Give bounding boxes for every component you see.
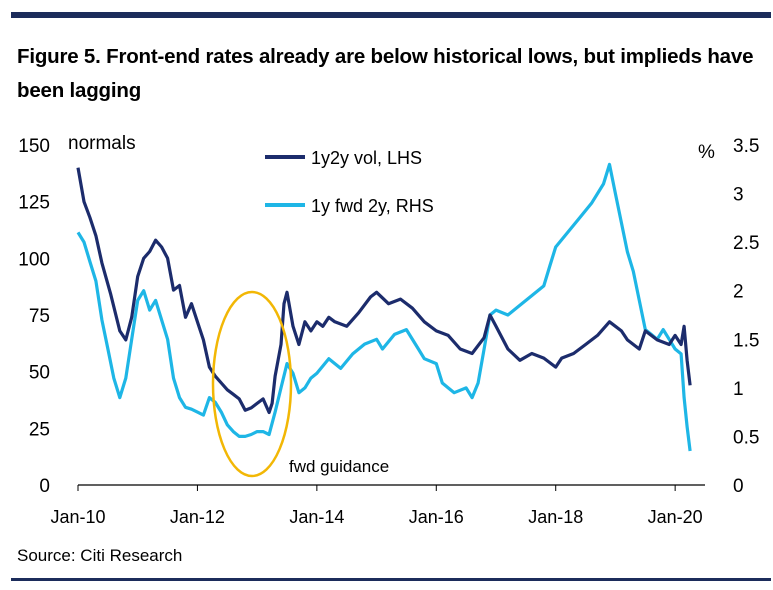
right-tick-label: 2.5: [733, 233, 759, 254]
series-line-fwd: [76, 162, 692, 452]
chart-axes: 0 25 50 75 100 125 150 0 0.5 1 1.5 2 2.5 3 3.5 Jan-10 Ja…: [18, 136, 759, 527]
left-tick-label: 50: [29, 363, 50, 384]
series-line-vol: [76, 167, 692, 415]
left-tick-label: 0: [39, 476, 50, 497]
right-tick-label: 3.5: [733, 136, 759, 157]
bottom-rule: [11, 578, 771, 581]
left-tick-label: 25: [29, 419, 50, 440]
right-axis-unit-label: %: [698, 142, 715, 163]
right-tick-label: 1: [733, 379, 744, 400]
left-axis-unit-label: normals: [68, 133, 136, 154]
series-layer: [76, 162, 692, 452]
x-tick-label: Jan-12: [170, 507, 225, 527]
x-tick-label: Jan-20: [648, 507, 703, 527]
fwd-guidance-highlight-ellipse: [211, 290, 293, 478]
left-tick-label: 100: [18, 249, 50, 270]
x-tick-label: Jan-14: [289, 507, 344, 527]
left-tick-label: 75: [29, 306, 50, 327]
x-tick-label: Jan-10: [50, 507, 105, 527]
left-tick-label: 125: [18, 193, 50, 214]
top-rule: [11, 12, 771, 18]
right-tick-label: 0.5: [733, 427, 759, 448]
legend-label-fwd: 1y fwd 2y, RHS: [311, 196, 434, 216]
x-tick-label: Jan-16: [409, 507, 464, 527]
figure-title: Figure 5. Front-end rates already are be…: [17, 45, 754, 102]
right-tick-label: 2: [733, 282, 744, 303]
right-tick-label: 3: [733, 185, 744, 206]
fwd-guidance-annotation: fwd guidance: [289, 457, 389, 476]
chart-legend: 1y2y vol, LHS 1y fwd 2y, RHS: [265, 148, 434, 216]
x-tick-label: Jan-18: [528, 507, 583, 527]
left-tick-label: 150: [18, 136, 50, 157]
source-note: Source: Citi Research: [17, 546, 183, 565]
right-tick-label: 0: [733, 476, 744, 497]
legend-label-vol: 1y2y vol, LHS: [311, 148, 422, 168]
right-tick-label: 1.5: [733, 330, 759, 351]
